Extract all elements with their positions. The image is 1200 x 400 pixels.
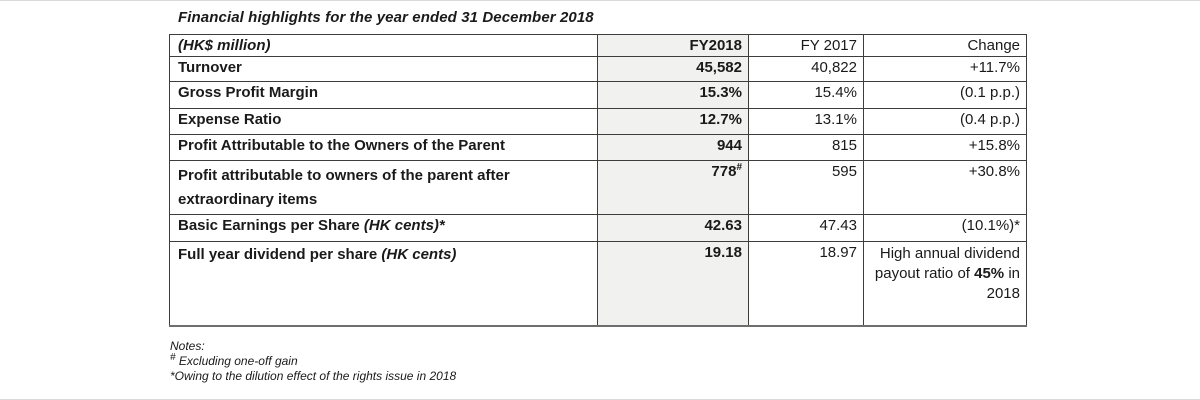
metric-label: Basic Earnings per Share (HK cents)* [169,214,598,242]
header-change: Change [863,34,1027,57]
table-row-expense-ratio: Expense Ratio 12.7% 13.1% (0.4 p.p.) [169,108,1027,135]
change-text-post: in 2018 [986,265,1020,302]
change-value: (10.1%)* [863,214,1027,242]
fy2018-value: 778# [597,160,749,215]
metric-label: Profit Attributable to the Owners of the… [169,134,598,161]
table-row-basic-eps: Basic Earnings per Share (HK cents)* 42.… [169,214,1027,242]
metric-label-text: Full year dividend per share [178,246,378,263]
fy2018-value: 45,582 [597,56,749,82]
metric-label-text: Basic Earnings per Share [178,217,360,234]
metric-label-unit: (HK cents) [377,246,457,263]
page-title: Financial highlights for the year ended … [178,9,594,26]
footnote-asterisk: *Owing to the dilution effect of the rig… [170,369,457,383]
metric-label: Full year dividend per share (HK cents) [169,241,598,327]
fy2018-value-text: 778 [711,163,737,180]
table-row-gross-profit-margin: Gross Profit Margin 15.3% 15.4% (0.1 p.p… [169,81,1027,109]
footnotes: Notes: # Excluding one-off gain *Owing t… [170,339,456,384]
footnote-hash: # Excluding one-off gain [170,352,456,369]
fy2017-value: 595 [748,160,864,215]
table-row-profit-after-extraordinary: Profit attributable to owners of the par… [169,160,1027,215]
fy2017-value: 815 [748,134,864,161]
change-value: +30.8% [863,160,1027,215]
fy2018-value: 42.63 [597,214,749,242]
metric-label: Gross Profit Margin [169,81,598,109]
metric-label: Expense Ratio [169,108,598,135]
footnote-marker-hash: # [736,162,742,173]
table-row-full-year-dividend: Full year dividend per share (HK cents) … [169,241,1027,327]
table-header-row: (HK$ million) FY2018 FY 2017 Change [169,34,1027,57]
fy2017-value: 15.4% [748,81,864,109]
table-row-turnover: Turnover 45,582 40,822 +11.7% [169,56,1027,82]
footnote-hash-marker: # [170,352,176,363]
fy2017-value: 47.43 [748,214,864,242]
financial-highlights-table: (HK$ million) FY2018 FY 2017 Change Turn… [169,34,1027,327]
header-fy2018: FY2018 [597,34,749,57]
fy2018-value: 944 [597,134,749,161]
footnotes-heading: Notes: [170,339,205,353]
metric-label: Turnover [169,56,598,82]
header-fy2017: FY 2017 [748,34,864,57]
fy2018-value: 12.7% [597,108,749,135]
change-value: +11.7% [863,56,1027,82]
metric-label-unit: (HK cents)* [359,217,445,234]
change-value: +15.8% [863,134,1027,161]
change-value: (0.1 p.p.) [863,81,1027,109]
fy2017-value: 40,822 [748,56,864,82]
change-text-pre: High annual dividend payout ratio of [874,245,1020,282]
change-value: High annual dividend payout ratio of 45%… [863,241,1027,327]
metric-label: Profit attributable to owners of the par… [169,160,598,215]
fy2017-value: 18.97 [748,241,864,327]
fy2018-value: 19.18 [597,241,749,327]
fy2018-value: 15.3% [597,81,749,109]
change-text-bold: 45% [974,265,1005,282]
change-value: (0.4 p.p.) [863,108,1027,135]
header-unit-label: (HK$ million) [169,34,598,57]
footnote-hash-text: Excluding one-off gain [175,354,298,368]
table-row-profit-attributable: Profit Attributable to the Owners of the… [169,134,1027,161]
fy2017-value: 13.1% [748,108,864,135]
